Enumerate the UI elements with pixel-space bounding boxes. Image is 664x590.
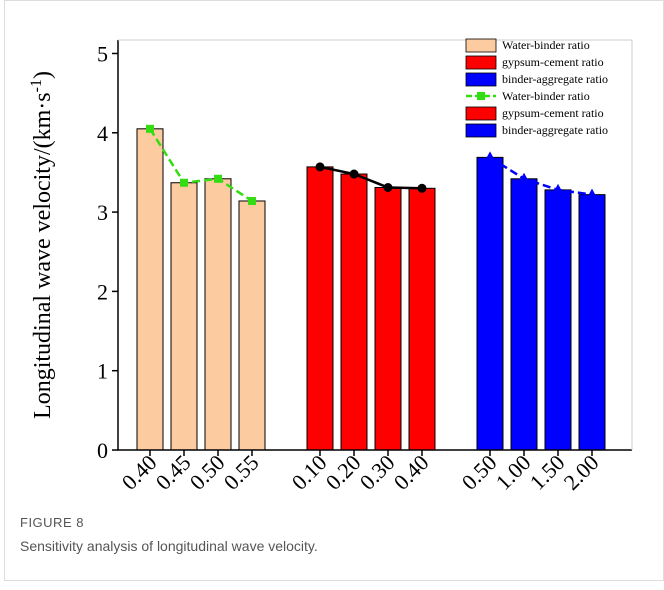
bar: [408, 187, 436, 451]
legend-label: binder-aggregate ratio: [502, 72, 608, 86]
series-line: [489, 156, 593, 196]
x-tick-label: 0.55: [219, 450, 264, 495]
y-label-suffix: ): [30, 71, 56, 79]
line-point: [417, 183, 427, 193]
line-point: [315, 162, 325, 172]
legend-label: gypsum-cement ratio: [502, 106, 604, 120]
legend-swatch: [465, 106, 497, 121]
y-tick-label: 3: [97, 200, 108, 225]
caption-label: FIGURE 8: [20, 515, 84, 530]
line-point: [146, 124, 154, 133]
line-point: [180, 178, 188, 187]
line-point: [248, 196, 256, 205]
legend-swatch: [465, 123, 497, 138]
x-tick-label: 0.40: [389, 450, 434, 495]
y-label-superscript: -1: [28, 79, 45, 92]
line-point: [518, 172, 530, 183]
line-point: [383, 183, 393, 193]
y-tick-label: 5: [97, 41, 108, 66]
x-tick-label: 2.00: [559, 450, 604, 495]
line-point: [586, 188, 598, 199]
bar: [340, 173, 368, 451]
series-line: [319, 165, 423, 190]
axes-frame: [117, 40, 632, 451]
line-point: [214, 174, 222, 183]
y-tick-label: 4: [97, 121, 108, 146]
bar: [306, 166, 334, 451]
bar: [374, 187, 402, 451]
series-line: [148, 128, 253, 203]
line-point: [552, 183, 564, 194]
line-point: [349, 169, 359, 179]
bar: [476, 156, 504, 451]
legend-marker: [477, 92, 485, 100]
line-point: [484, 151, 496, 162]
bar: [544, 189, 572, 451]
y-tick-label: 2: [97, 279, 108, 304]
legend-label: Water-binder ratio: [502, 89, 590, 103]
bar: [238, 200, 266, 451]
y-label-text: Longitudinal wave velocity/(km·s: [30, 92, 56, 419]
y-axis-label: Longitudinal wave velocity/(km·s-1): [28, 71, 56, 419]
legend-swatch: [465, 55, 497, 70]
legend-label: gypsum-cement ratio: [502, 55, 604, 69]
legend-label: Water-binder ratio: [502, 38, 590, 52]
y-tick-label: 0: [97, 438, 108, 463]
bar: [136, 128, 164, 451]
bar: [510, 178, 538, 451]
bar: [578, 194, 606, 451]
bar: [170, 182, 198, 451]
legend-swatch: [465, 72, 497, 87]
caption-text: Sensitivity analysis of longitudinal wav…: [20, 538, 318, 554]
bar: [204, 178, 232, 451]
legend-swatch: [465, 38, 497, 53]
y-tick-label: 1: [97, 359, 108, 384]
legend-label: binder-aggregate ratio: [502, 123, 608, 137]
